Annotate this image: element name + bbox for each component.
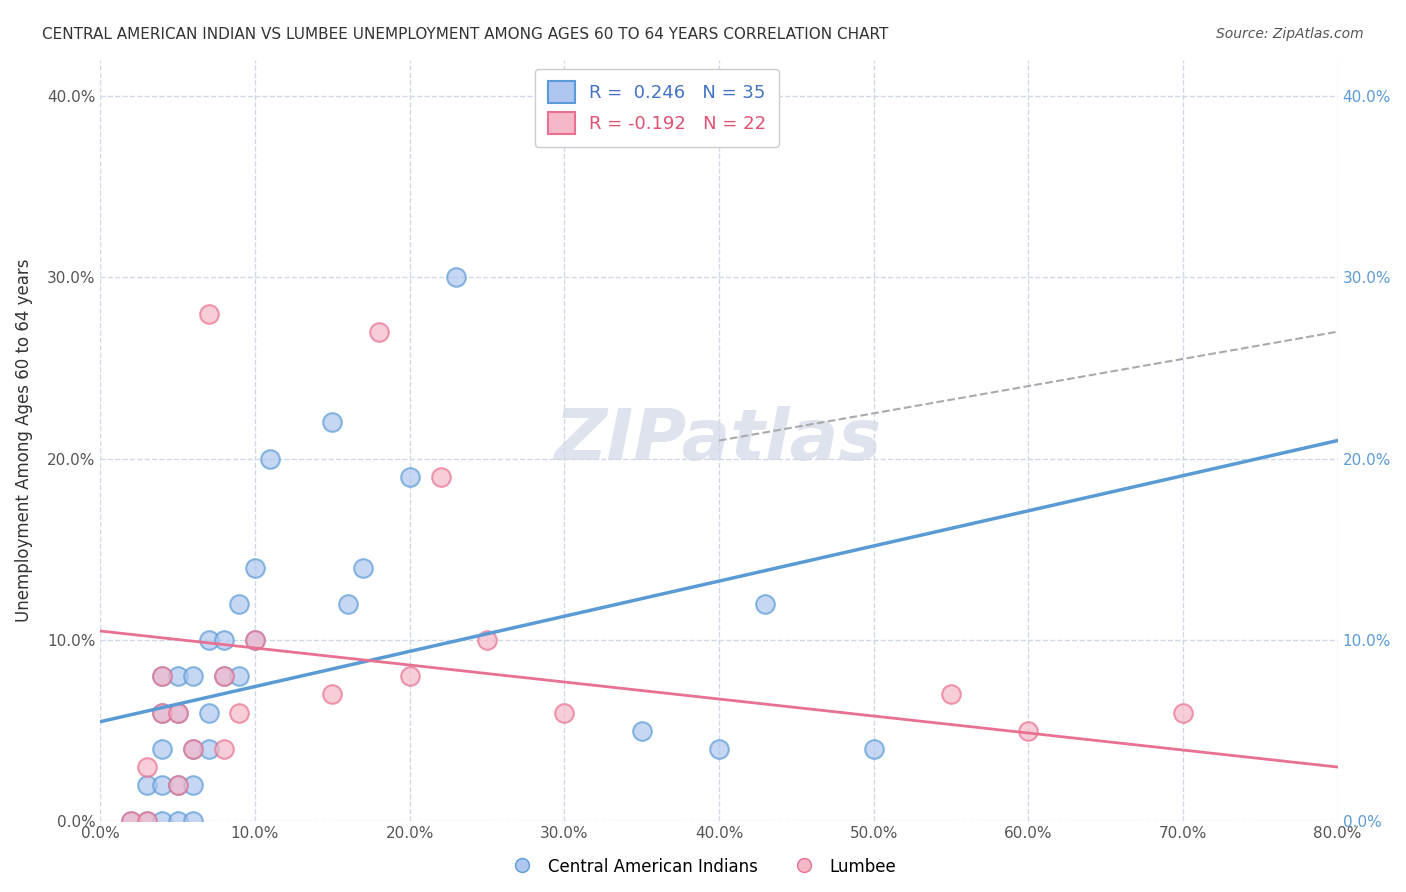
Point (181, 742, 204, 756)
Point (120, 814, 142, 829)
Point (150, 742, 173, 756)
Point (228, 669, 250, 683)
Point (150, 669, 173, 683)
Point (862, 742, 884, 756)
Point (754, 597, 776, 611)
Point (212, 669, 235, 683)
Point (321, 688, 343, 702)
Point (243, 560, 266, 574)
Point (166, 706, 188, 720)
Point (166, 706, 188, 720)
Point (166, 814, 188, 829)
Point (707, 742, 730, 756)
Point (1017, 723, 1039, 738)
Point (181, 669, 204, 683)
Point (228, 706, 250, 720)
Point (197, 633, 219, 648)
Text: CENTRAL AMERICAN INDIAN VS LUMBEE UNEMPLOYMENT AMONG AGES 60 TO 64 YEARS CORRELA: CENTRAL AMERICAN INDIAN VS LUMBEE UNEMPL… (42, 27, 889, 42)
Point (150, 706, 173, 720)
Point (135, 814, 157, 829)
Point (150, 669, 173, 683)
Point (181, 778, 204, 792)
Point (444, 270, 467, 285)
Point (150, 778, 173, 792)
Text: Source: ZipAtlas.com: Source: ZipAtlas.com (1216, 27, 1364, 41)
Point (630, 723, 652, 738)
Point (197, 307, 219, 321)
Point (135, 778, 157, 792)
Point (475, 633, 498, 648)
Point (228, 597, 250, 611)
Point (367, 325, 389, 339)
Point (135, 814, 157, 829)
Point (1171, 706, 1194, 720)
Point (166, 669, 188, 683)
Point (259, 451, 281, 466)
Point (553, 706, 575, 720)
Point (939, 688, 962, 702)
Point (243, 633, 266, 648)
Point (181, 814, 204, 829)
Point (166, 778, 188, 792)
Point (212, 669, 235, 683)
Point (150, 814, 173, 829)
Point (243, 633, 266, 648)
Point (398, 470, 420, 484)
Y-axis label: Unemployment Among Ages 60 to 64 years: Unemployment Among Ages 60 to 64 years (15, 259, 32, 623)
Point (398, 669, 420, 683)
Point (212, 742, 235, 756)
Point (150, 706, 173, 720)
Point (120, 814, 142, 829)
Text: ZIPatlas: ZIPatlas (555, 406, 883, 475)
Point (197, 706, 219, 720)
Point (166, 778, 188, 792)
Point (321, 416, 343, 430)
Point (181, 742, 204, 756)
Point (429, 470, 451, 484)
Legend: Central American Indians, Lumbee: Central American Indians, Lumbee (503, 850, 903, 884)
Point (197, 742, 219, 756)
Point (212, 633, 235, 648)
Point (352, 560, 374, 574)
Legend: R =  0.246   N = 35, R = -0.192   N = 22: R = 0.246 N = 35, R = -0.192 N = 22 (536, 69, 779, 147)
Point (135, 760, 157, 774)
Point (336, 597, 359, 611)
